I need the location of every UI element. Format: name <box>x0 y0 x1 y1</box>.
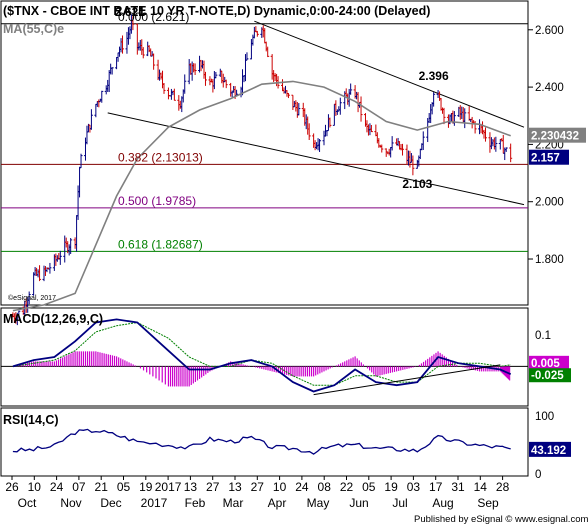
time-axis-tick-label: 10 <box>28 480 42 494</box>
time-axis-tick-label: 14 <box>474 480 488 494</box>
time-axis-tick-label: 24 <box>50 480 64 494</box>
channel-trendline <box>254 20 525 128</box>
time-axis-month-label: Nov <box>60 496 81 510</box>
time-axis-tick-label: 22 <box>340 480 354 494</box>
price-bars <box>11 14 513 326</box>
rsi-value-label: 43.192 <box>531 445 566 457</box>
ma-value-box <box>529 127 586 143</box>
macd-signal-value-label: 0.005 <box>531 358 560 370</box>
last-price-label: 2.157 <box>531 153 560 165</box>
price-axis-tick-label: 2.000 <box>535 197 564 209</box>
time-axis-tick-label: 05 <box>117 480 131 494</box>
time-axis-tick-label: 13 <box>228 480 242 494</box>
time-axis-tick-label: 27 <box>251 480 265 494</box>
macd-signal-value-box <box>529 355 569 369</box>
ma-line <box>12 80 511 312</box>
time-axis-month-label: Apr <box>268 496 287 510</box>
price-annotation: 2.621 <box>115 5 145 19</box>
macd-value-box <box>529 368 571 383</box>
price-axis-tick-label: 1.800 <box>535 254 564 266</box>
chart-title: ($TNX - CBOE INT RATE 10 YR T-NOTE,D) Dy… <box>3 4 430 18</box>
time-axis-tick-label: 19 <box>384 480 398 494</box>
fib-level-label: 0.500 (1.9785) <box>118 194 196 208</box>
macd-trendline <box>313 364 501 396</box>
time-axis-month-label: 2017 <box>141 496 168 510</box>
time-axis-month-label: Sep <box>477 496 499 510</box>
moving-average <box>12 80 511 312</box>
time-axis-month-label: Dec <box>100 496 121 510</box>
rsi-value-box <box>529 441 571 457</box>
time-axis-month-label: Aug <box>432 496 453 510</box>
time-axis-tick-label: 28 <box>496 480 510 494</box>
rsi-axis-tick-label: 0 <box>535 469 541 481</box>
time-axis-tick-label: 03 <box>407 480 421 494</box>
time-axis-tick-label: 08 <box>318 480 332 494</box>
time-axis-month-label: Mar <box>223 496 244 510</box>
time-axis-month-label: May <box>307 496 330 510</box>
macd-series <box>12 318 512 396</box>
time-axis-tick-label: 21 <box>95 480 109 494</box>
time-axis-month-label: Jul <box>392 496 407 510</box>
price-axis-tick-label: 2.400 <box>535 82 564 94</box>
ma-value-label: 2.230432 <box>531 131 579 143</box>
time-axis-tick-label: 2017 <box>155 480 182 494</box>
rsi-axis-tick-label: 100 <box>535 411 554 423</box>
channel-trendline <box>107 112 525 206</box>
fib-level-label: 0.000 (2.621) <box>118 10 189 24</box>
time-axis-tick-label: 24 <box>295 480 309 494</box>
ma-legend-label: MA(55,C)e <box>3 22 64 36</box>
time-axis-tick-label: 13 <box>184 480 198 494</box>
time-axis-tick-label: 10 <box>273 480 287 494</box>
macd-value-label: -0.025 <box>531 370 564 382</box>
fib-level-label: 0.382 (2.13013) <box>118 150 203 164</box>
price-annotation: 2.103 <box>402 177 432 191</box>
price-axis-tick-label: 2.600 <box>535 25 564 37</box>
macd-panel <box>0 307 529 407</box>
footer-credit: Published by eSignal © www.esignal.com <box>414 514 588 525</box>
price-annotation: 2.396 <box>419 69 449 83</box>
macd-label: MACD(12,26,9,C) <box>3 312 103 326</box>
price-panel <box>0 0 529 306</box>
time-axis-tick-label: 19 <box>139 480 153 494</box>
watermark: ©eSignal, 2017 <box>8 294 56 302</box>
time-axis-tick-label: 07 <box>72 480 86 494</box>
last-price-box <box>529 149 569 165</box>
time-axis-tick-label: 27 <box>206 480 220 494</box>
time-axis-tick-label: 26 <box>5 480 19 494</box>
fib-level-label: 0.618 (1.82687) <box>118 237 203 251</box>
time-axis-tick-label: 05 <box>362 480 376 494</box>
macd-axis-tick-label: 0.1 <box>535 330 551 342</box>
macd-line <box>12 318 512 393</box>
time-axis-month-label: Jun <box>349 496 368 510</box>
rsi-panel <box>0 407 529 477</box>
time-axis-month-label: Oct <box>18 496 37 510</box>
rsi-line <box>12 428 511 455</box>
lines-layer <box>1 20 528 252</box>
time-axis-tick-label: 17 <box>429 480 443 494</box>
rsi-label: RSI(14,C) <box>3 413 59 427</box>
time-axis-month-label: Feb <box>185 496 206 510</box>
rsi-series <box>12 428 511 455</box>
time-axis-tick-label: 31 <box>451 480 465 494</box>
